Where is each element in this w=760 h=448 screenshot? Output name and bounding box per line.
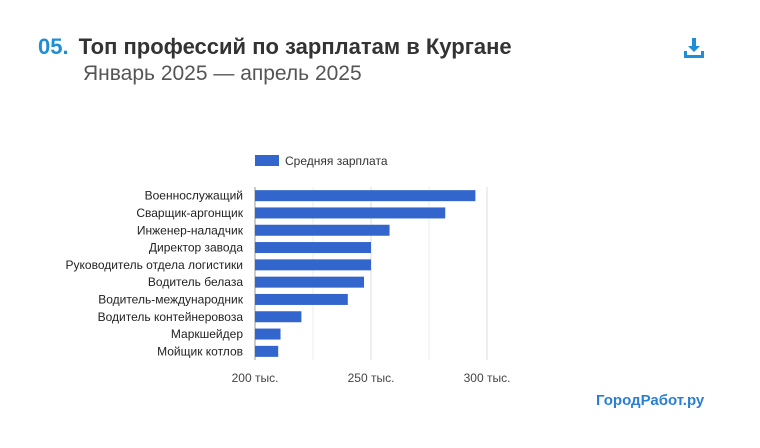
section-number: 05.	[38, 34, 69, 59]
bar	[255, 207, 446, 219]
category-label: Маркшейдер	[171, 327, 243, 341]
x-tick-label: 200 тыс.	[232, 371, 279, 385]
bar	[255, 293, 348, 305]
category-label: Водитель контейнеровоза	[98, 310, 244, 324]
category-label: Водитель белаза	[148, 275, 243, 289]
legend-swatch	[255, 155, 279, 166]
bar	[255, 328, 281, 340]
bar	[255, 276, 365, 288]
x-tick-label: 250 тыс.	[348, 371, 395, 385]
x-tick-label: 300 тыс.	[464, 371, 511, 385]
bar	[255, 311, 302, 323]
title-text: Топ профессий по зарплатам в Кургане	[78, 34, 512, 59]
download-icon[interactable]	[683, 37, 705, 59]
legend-label: Средняя зарплата	[285, 154, 388, 168]
bar	[255, 224, 390, 236]
category-label: Мойщик котлов	[157, 344, 243, 358]
subtitle: Январь 2025 — апрель 2025	[83, 62, 362, 85]
category-label: Водитель-международник	[98, 292, 244, 306]
category-label: Сварщик-аргонщик	[136, 206, 243, 220]
brand-logo: ГородРабот.ру	[596, 392, 705, 409]
bar	[255, 345, 279, 357]
category-label: Руководитель отдела логистики	[66, 258, 243, 272]
category-label: Директор завода	[149, 241, 243, 255]
bar	[255, 259, 371, 271]
category-label: Инженер-наладчик	[137, 223, 244, 237]
bar	[255, 190, 476, 202]
bar	[255, 242, 371, 254]
chart-title: 05. Топ профессий по зарплатам в Кургане	[38, 34, 512, 60]
category-label: Военнослужащий	[145, 189, 243, 203]
